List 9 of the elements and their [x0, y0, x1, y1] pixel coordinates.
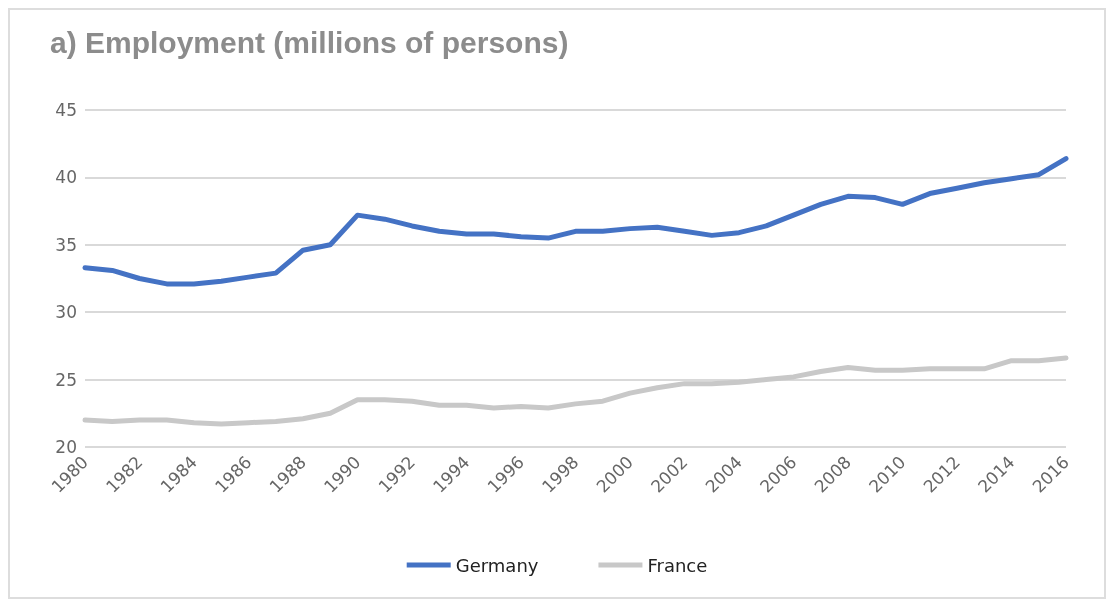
y-tick-label: 40: [55, 167, 77, 188]
chart-title: a) Employment (millions of persons): [50, 25, 569, 59]
y-tick-label: 45: [55, 100, 77, 120]
legend-label: Germany: [455, 554, 539, 576]
y-tick-label: 35: [55, 234, 77, 255]
y-tick-label: 25: [55, 369, 77, 390]
y-tick-label: 30: [55, 302, 77, 323]
y-tick-label: 20: [55, 437, 77, 457]
legend-label: France: [647, 554, 708, 576]
